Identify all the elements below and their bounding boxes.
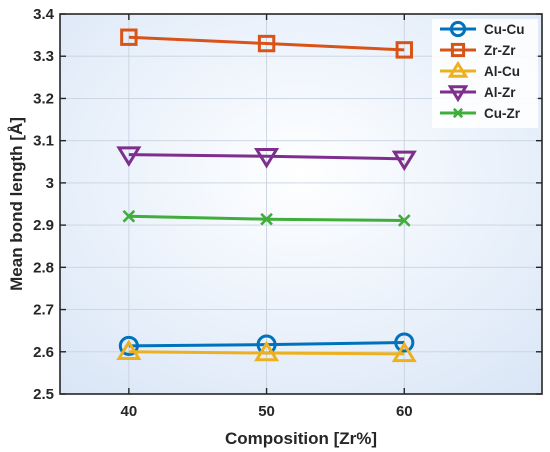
y-tick-label: 2.7 [33,302,54,319]
data-point-cu-zr [260,212,273,226]
legend-marker [447,85,469,103]
data-point-al-zr [116,146,142,167]
x-axis-title: Composition [Zr%] [225,429,377,448]
y-axis-title: Mean bond length [Å] [7,117,26,291]
data-point-cu-zr [122,209,136,223]
legend-box [432,19,538,128]
data-point-al-cu [391,341,417,363]
legend-marker [447,60,469,78]
series-line-al-zr [128,153,405,161]
data-point-cu-cu [118,335,139,356]
series-layer [116,28,417,363]
y-tick-label: 3 [46,175,54,192]
y-tick-label: 3.2 [33,90,54,107]
x-tick-label: 50 [258,403,275,420]
legend-marker [450,42,466,58]
legend-label: Zr-Zr [484,43,516,58]
y-tick-label: 2.9 [33,217,54,234]
legend-item-zr-zr: Zr-Zr [440,42,516,58]
data-point-zr-zr [120,28,138,46]
x-tick-label: 40 [121,403,138,420]
y-tick-label: 3.4 [33,6,55,23]
data-point-al-cu [116,339,142,361]
series-al-cu [116,339,417,363]
data-point-cu-cu [394,332,415,353]
tick-layer: 2.5 2.6 2.7 2.8 2.9 3 3.1 3.2 3.3 3.4 40 50 60 [33,6,542,420]
y-tick-label: 3.1 [33,133,54,150]
plot-frame [59,13,543,395]
legend-label: Al-Cu [484,64,520,79]
y-tick-label: 2.8 [33,259,54,276]
x-tick-label: 60 [396,403,413,420]
legend-marker [452,107,464,119]
legend: Cu-Cu Zr-Zr Al-Cu Al-Zr Cu-Zr [432,19,538,128]
legend-label: Cu-Cu [484,22,525,37]
y-tick-label: 2.6 [33,344,54,361]
data-point-zr-zr [395,41,413,59]
series-line-al-cu [128,350,405,356]
series-cu-zr [122,209,411,227]
data-point-al-zr [253,148,280,169]
data-point-cu-zr [397,214,411,227]
legend-item-al-zr: Al-Zr [440,85,516,103]
legend-marker [449,20,467,38]
data-point-al-cu [253,340,280,362]
y-tick-label: 3.3 [33,48,54,65]
series-line-zr-zr [128,35,405,52]
y-tick-label: 2.5 [33,386,54,403]
legend-item-cu-cu: Cu-Cu [440,20,525,38]
series-al-zr [116,146,417,172]
legend-label: Al-Zr [484,85,516,100]
data-point-zr-zr [257,34,276,53]
series-zr-zr [120,28,413,59]
legend-item-cu-zr: Cu-Zr [440,106,521,121]
legend-label: Cu-Zr [484,106,521,121]
legend-item-al-cu: Al-Cu [440,60,520,79]
data-point-al-zr [391,150,417,172]
